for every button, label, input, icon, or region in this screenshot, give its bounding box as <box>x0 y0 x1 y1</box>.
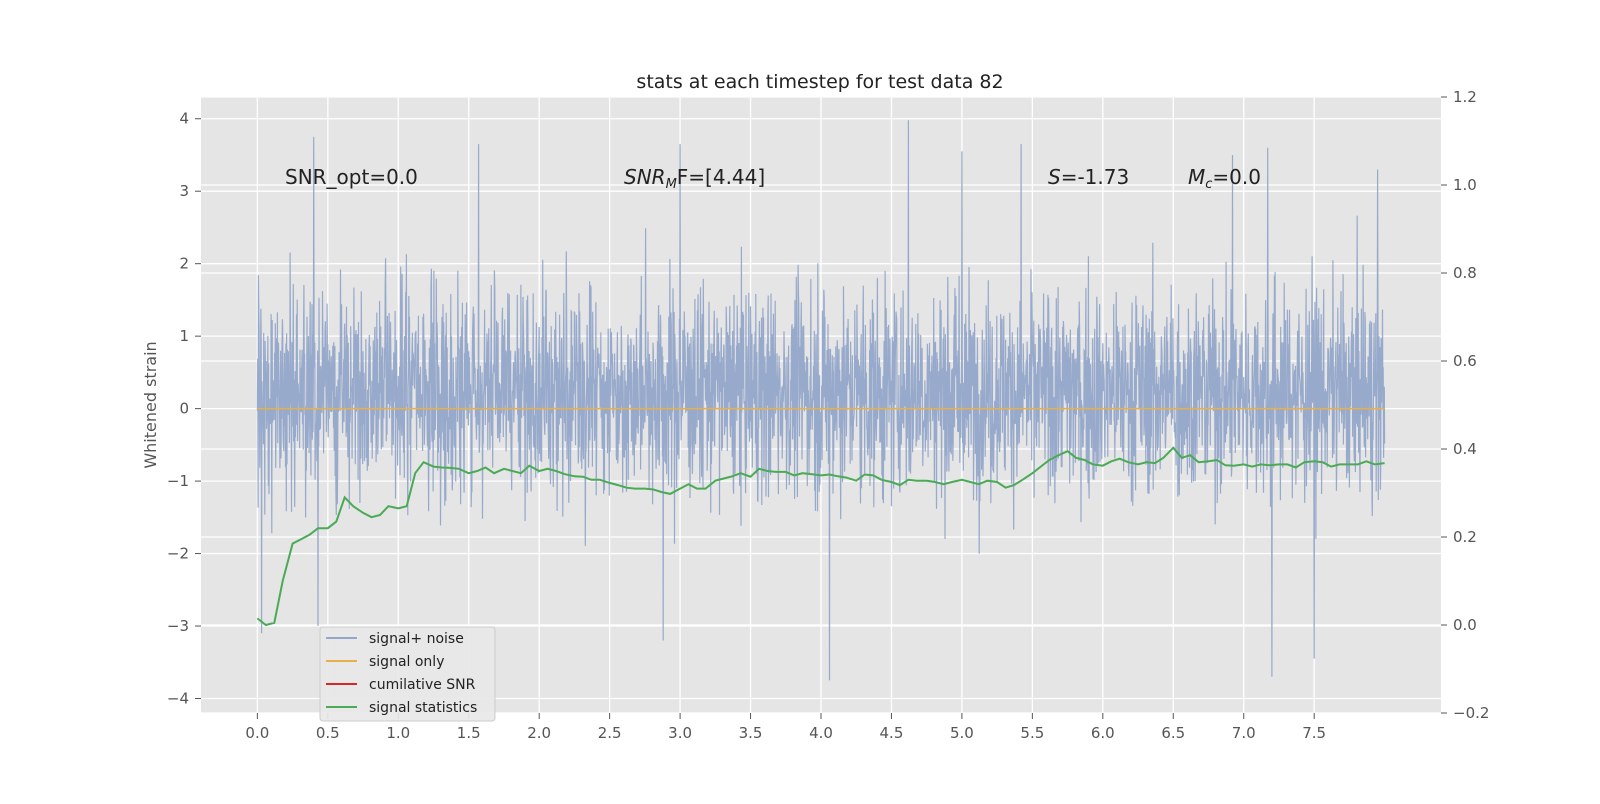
y-tick-label: −1 <box>167 472 189 490</box>
axes: 0.0 0.5 1.0 1.5 2.0 2.5 3.0 3.5 4.0 4.5 5.0 5.5 6.0 6… <box>167 88 1490 742</box>
s-var: S <box>1048 165 1061 189</box>
x-tick-label: 1.5 <box>457 724 481 742</box>
signal-statistics-series <box>256 446 1385 627</box>
x-tick-label: 6.0 <box>1091 724 1115 742</box>
x-tick-label: 6.5 <box>1161 724 1185 742</box>
grid-lines <box>201 96 1441 714</box>
x-tick-label: 3.5 <box>739 724 763 742</box>
y-tick-label: 0 <box>179 400 189 418</box>
signal-noise-series <box>256 120 1386 681</box>
annotation-snr-mf: SNRMF=[4.44] <box>624 165 765 192</box>
y2-tick-label: 0.4 <box>1453 440 1477 458</box>
y-tick-label: −4 <box>167 690 189 708</box>
x-tick-label: 1.0 <box>386 724 410 742</box>
signal-noise-line <box>256 120 1386 681</box>
annotation-mc: Mc=0.0 <box>1188 165 1261 192</box>
snr-mf-value: F=[4.44] <box>677 165 765 189</box>
legend-label-cumulative-snr: cumilative SNR <box>369 677 476 693</box>
signal-statistics-line <box>256 446 1385 627</box>
x-tick-label: 2.5 <box>598 724 622 742</box>
x-tick-label: 5.5 <box>1020 724 1044 742</box>
y-tick-label: 3 <box>179 182 189 200</box>
y-tick-label: −3 <box>167 617 189 635</box>
mc-sub: c <box>1205 177 1212 192</box>
legend-label-signal-statistics: signal statistics <box>369 700 477 716</box>
chart-title: stats at each timestep for test data 82 <box>636 71 1003 93</box>
y-tick-label: −2 <box>167 545 189 563</box>
x-tick-label: 0.5 <box>316 724 340 742</box>
x-tick-label: 2.0 <box>527 724 551 742</box>
x-tick-label: 4.0 <box>809 724 833 742</box>
x-tick-label: 7.5 <box>1302 724 1326 742</box>
x-tick-label: 3.0 <box>668 724 692 742</box>
legend: signal+ noise signal only cumilative SNR… <box>319 626 496 722</box>
annotation-s: S=-1.73 <box>1048 165 1129 189</box>
y-tick-label: 1 <box>179 327 189 345</box>
y2-tick-label: 1.2 <box>1453 88 1477 106</box>
s-value: =-1.73 <box>1061 165 1130 189</box>
mc-value: =0.0 <box>1212 165 1261 189</box>
y2-tick-label: 0.0 <box>1453 616 1477 634</box>
snr-mf-sub: M <box>666 177 677 192</box>
y-tick-label: 2 <box>179 255 189 273</box>
mc-var: M <box>1188 165 1205 189</box>
legend-box <box>319 626 496 722</box>
x-tick-label: 4.5 <box>880 724 904 742</box>
y2-tick-label: 0.8 <box>1453 264 1477 282</box>
y2-tick-label: 0.6 <box>1453 352 1477 370</box>
legend-label-signal-only: signal only <box>369 654 444 670</box>
annotation-snr-opt: SNR_opt=0.0 <box>285 165 418 189</box>
x-tick-label: 5.0 <box>950 724 974 742</box>
y2-tick-label: 0.2 <box>1453 528 1477 546</box>
x-tick-label: 7.0 <box>1232 724 1256 742</box>
y-axis-label: Whitened strain <box>141 341 160 468</box>
snr-mf-var: SNR <box>624 165 666 189</box>
y2-tick-label: 1.0 <box>1453 176 1477 194</box>
y2-tick-label: −0.2 <box>1453 704 1489 722</box>
y-tick-label: 4 <box>179 110 189 128</box>
x-tick-label: 0.0 <box>245 724 269 742</box>
legend-label-signal-noise: signal+ noise <box>369 631 464 647</box>
